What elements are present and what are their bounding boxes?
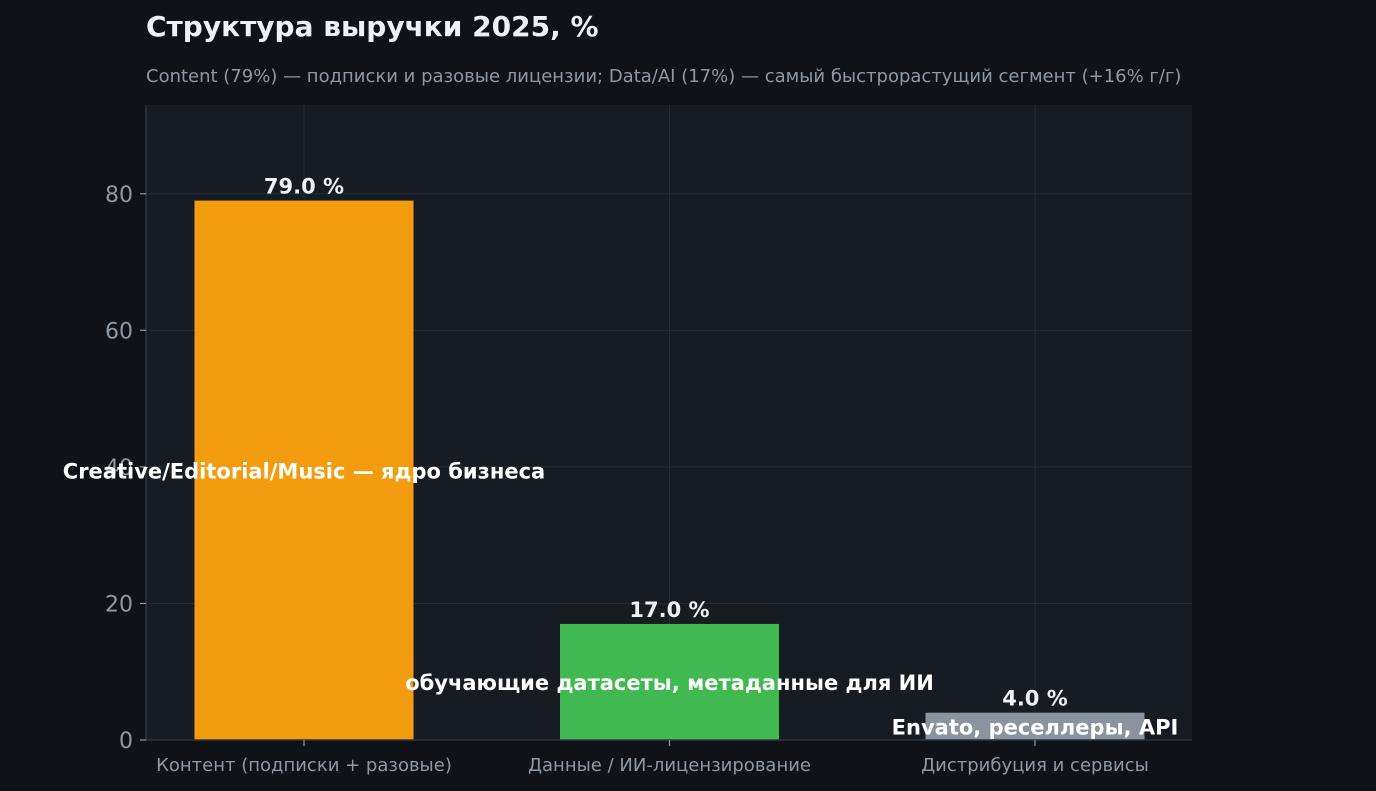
chart-subtitle: Content (79%) — подписки и разовые лицен… [146,66,1182,87]
x-tick-label: Данные / ИИ-лицензирование [528,755,811,776]
bar-annotation: обучающие датасеты, метаданные для ИИ [405,671,934,695]
bar [194,200,414,740]
bar-annotation: Envato, реселлеры, API [892,715,1179,739]
bar [925,712,1145,740]
x-tick-label: Дистрибуция и сервисы [921,755,1149,776]
x-tick-label: Контент (подписки + разовые) [156,755,452,776]
bar [560,623,779,740]
data-label: 17.0 % [629,598,709,622]
data-label: 79.0 % [264,175,344,199]
y-tick-label: 40 [105,456,133,481]
y-tick-label: 60 [105,319,133,344]
y-tick-label: 20 [105,592,133,617]
data-label: 4.0 % [1002,687,1068,711]
y-tick-label: 0 [119,729,133,754]
y-tick-label: 80 [105,183,133,208]
chart-title: Структура выручки 2025, % [146,10,599,43]
bar-annotation: Creative/Editorial/Music — ядро бизнеса [63,459,545,483]
